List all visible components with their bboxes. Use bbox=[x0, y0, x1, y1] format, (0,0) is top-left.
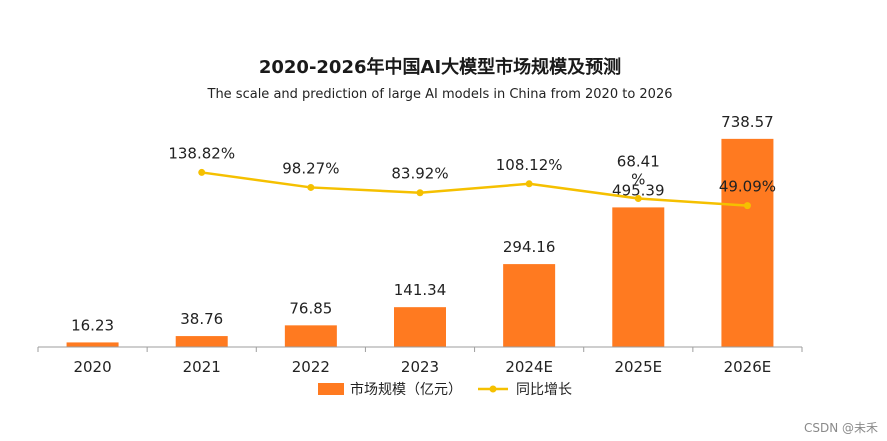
growth-value-label: 108.12% bbox=[496, 156, 563, 174]
bar bbox=[284, 325, 337, 347]
growth-value-label: 98.27% bbox=[282, 159, 339, 177]
growth-point bbox=[743, 202, 751, 210]
growth-line bbox=[201, 171, 748, 207]
watermark: CSDN @未禾 bbox=[804, 421, 878, 435]
growth-value-label: 68.41% bbox=[617, 152, 660, 188]
growth-value-labels: 138.82% 98.27% 83.92% 108.12% 68.41% 49.09% bbox=[168, 144, 776, 195]
legend-line-label: 同比增长 bbox=[516, 382, 572, 398]
bar-value-label: 16.23 bbox=[71, 316, 114, 334]
bar-value-label: 294.16 bbox=[503, 238, 556, 256]
bar bbox=[503, 264, 556, 347]
legend: 市场规模（亿元） 同比增长 bbox=[318, 381, 572, 398]
bar bbox=[66, 342, 119, 347]
growth-point bbox=[634, 194, 642, 202]
x-axis-ticks bbox=[37, 347, 803, 352]
bar-series bbox=[66, 138, 774, 347]
x-axis-labels: 2020 2021 2022 2023 2024E 2025E 2026E bbox=[73, 358, 771, 376]
x-tick-label: 2024E bbox=[505, 358, 553, 376]
x-tick-label: 2021 bbox=[183, 358, 221, 376]
bar-value-label: 38.76 bbox=[180, 310, 223, 328]
bar bbox=[612, 207, 665, 347]
growth-point bbox=[416, 189, 424, 197]
legend-bar-label: 市场规模（亿元） bbox=[350, 381, 462, 398]
x-tick-label: 2026E bbox=[724, 358, 772, 376]
bar bbox=[721, 138, 774, 347]
x-tick-label: 2025E bbox=[614, 358, 662, 376]
legend-bar-swatch bbox=[318, 383, 344, 395]
growth-value-label: 49.09% bbox=[719, 178, 776, 196]
x-tick-label: 2023 bbox=[401, 358, 439, 376]
growth-value-label: 138.82% bbox=[168, 144, 235, 162]
x-tick-label: 2022 bbox=[292, 358, 330, 376]
growth-point bbox=[307, 183, 315, 191]
growth-point bbox=[525, 180, 533, 188]
bar-value-labels: 16.23 38.76 76.85 141.34 294.16 495.39 738.57 bbox=[71, 113, 774, 335]
growth-value-label: 83.92% bbox=[391, 165, 448, 183]
chart-title: 2020-2026年中国AI大模型市场规模及预测 bbox=[259, 56, 621, 78]
bar bbox=[394, 307, 446, 347]
chart-subtitle: The scale and prediction of large AI mod… bbox=[207, 87, 673, 102]
bar-value-label: 738.57 bbox=[721, 113, 774, 131]
bar-value-label: 76.85 bbox=[289, 299, 332, 317]
legend-line-marker bbox=[489, 385, 497, 393]
bar-value-label: 495.39 bbox=[612, 181, 665, 199]
growth-point bbox=[198, 168, 206, 176]
bar-value-label: 141.34 bbox=[394, 281, 447, 299]
x-tick-label: 2020 bbox=[73, 358, 111, 376]
bar bbox=[175, 336, 228, 347]
growth-line-series bbox=[198, 168, 751, 210]
